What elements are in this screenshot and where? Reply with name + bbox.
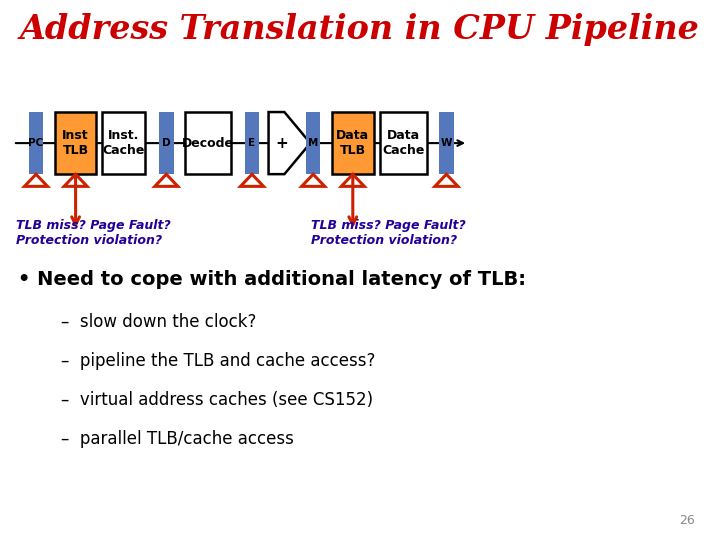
Bar: [380, 112, 426, 174]
Bar: [245, 112, 259, 174]
Text: TLB miss? Page Fault?
Protection violation?: TLB miss? Page Fault? Protection violati…: [16, 219, 171, 247]
Text: Data
TLB: Data TLB: [336, 129, 369, 157]
Bar: [306, 112, 320, 174]
Text: M: M: [308, 138, 318, 148]
Text: Inst.
Cache: Inst. Cache: [103, 129, 145, 157]
Text: –  virtual address caches (see CS152): – virtual address caches (see CS152): [61, 391, 374, 409]
Polygon shape: [269, 112, 310, 174]
Bar: [184, 112, 231, 174]
Text: TLB miss? Page Fault?
Protection violation?: TLB miss? Page Fault? Protection violati…: [311, 219, 466, 247]
Text: Decode: Decode: [182, 137, 234, 150]
Text: –  parallel TLB/cache access: – parallel TLB/cache access: [61, 430, 294, 448]
Text: +: +: [275, 136, 288, 151]
Text: Inst
TLB: Inst TLB: [63, 129, 89, 157]
Text: Data
Cache: Data Cache: [382, 129, 424, 157]
Bar: [439, 112, 454, 174]
Text: PC: PC: [28, 138, 44, 148]
Bar: [159, 112, 174, 174]
Bar: [332, 112, 374, 174]
Bar: [102, 112, 145, 174]
Text: 26: 26: [679, 514, 695, 526]
Text: E: E: [248, 138, 256, 148]
Text: D: D: [162, 138, 171, 148]
Text: Address Translation in CPU Pipeline: Address Translation in CPU Pipeline: [20, 14, 700, 46]
Text: W: W: [441, 138, 452, 148]
Text: –  pipeline the TLB and cache access?: – pipeline the TLB and cache access?: [61, 352, 376, 370]
Text: • Need to cope with additional latency of TLB:: • Need to cope with additional latency o…: [18, 270, 526, 289]
Bar: [29, 112, 43, 174]
Bar: [55, 112, 96, 174]
Text: –  slow down the clock?: – slow down the clock?: [61, 313, 256, 331]
